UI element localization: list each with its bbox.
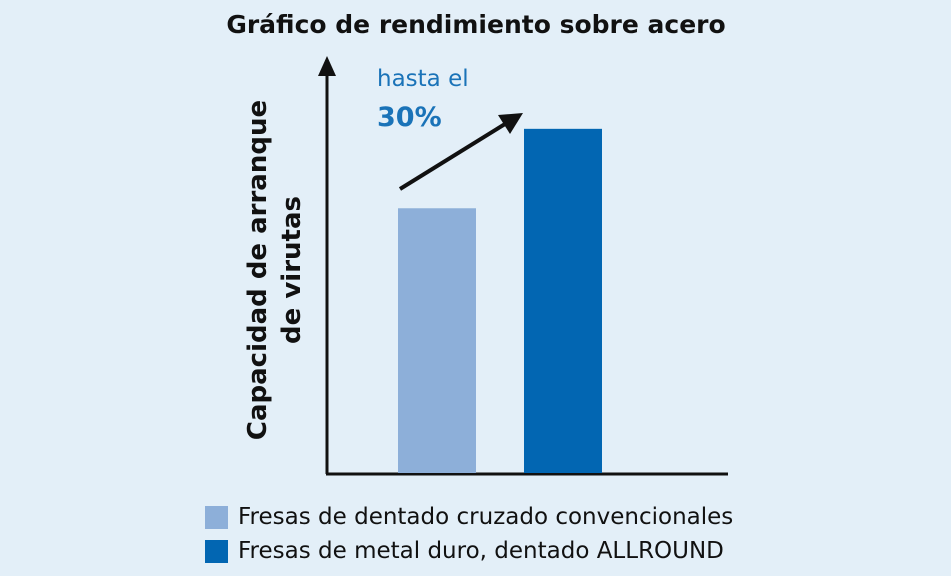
- legend: Fresas de dentado cruzado convencionales…: [205, 500, 733, 568]
- legend-item-conventional: Fresas de dentado cruzado convencionales: [205, 500, 733, 534]
- annotation-line-1: hasta el: [377, 66, 469, 92]
- increase-arrow-line: [398, 122, 507, 191]
- legend-label-conventional: Fresas de dentado cruzado convencionales: [238, 504, 734, 530]
- y-axis-label-line-1: Capacidad de arranque: [243, 100, 273, 440]
- annotation-line-2: 30%: [377, 102, 442, 133]
- bar-conventional: [398, 208, 476, 473]
- y-axis-arrowhead: [318, 56, 336, 76]
- y-axis-label: Capacidad de arranque de virutas: [243, 100, 307, 440]
- increase-arrow-head: [498, 113, 523, 134]
- bars: [398, 128, 602, 474]
- bar-allround: [524, 128, 602, 474]
- legend-swatch-allround: [205, 539, 228, 563]
- legend-item-allround: Fresas de metal duro, dentado ALLROUND: [205, 534, 733, 568]
- y-axis-label-line-2: de virutas: [277, 196, 307, 344]
- chart-title: Gráfico de rendimiento sobre acero: [226, 10, 725, 39]
- legend-swatch-conventional: [205, 505, 228, 529]
- legend-label-allround: Fresas de metal duro, dentado ALLROUND: [238, 538, 724, 564]
